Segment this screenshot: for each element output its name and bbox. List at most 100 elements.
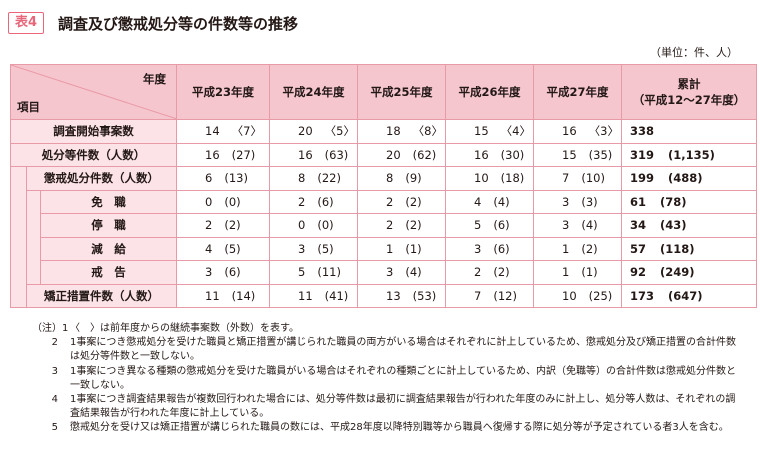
cell-persons: (30)	[500, 147, 525, 162]
column-header: 平成24年度	[269, 64, 359, 120]
cell-persons: (2)	[224, 218, 241, 233]
cell-count: 15	[474, 124, 489, 139]
cell-persons: (2)	[405, 218, 422, 233]
cell-persons: (5)	[317, 241, 334, 256]
title-bar: 表4 調査及び懲戒処分等の件数等の推移	[8, 10, 298, 36]
total-cell: 92 (249)	[621, 260, 758, 285]
row-label: 処分等件数（人数）	[9, 142, 178, 167]
data-cell: 5 (11)	[269, 260, 359, 285]
cell-count: 2	[205, 218, 213, 233]
cell-count: 18	[386, 124, 401, 139]
cell-persons: (62)	[412, 147, 437, 162]
data-cell: 20 〈5〉	[269, 119, 359, 144]
row-label: 停 職	[39, 213, 178, 238]
cell-count: 7	[562, 171, 570, 186]
total-count: 92	[630, 265, 647, 280]
data-cell: 8 (22)	[269, 166, 359, 191]
table-row: 減 給 4 (5) 3 (5) 1 (1) 3 (6) 1 (2) 57 (118)	[11, 236, 758, 261]
data-cell: 14 〈7〉	[176, 119, 271, 144]
cell-count: 2	[386, 218, 394, 233]
total-count: 173	[630, 288, 655, 303]
data-cell: 6 (13)	[176, 166, 271, 191]
data-cell: 16 〈3〉	[533, 119, 623, 144]
data-cell: 2 (6)	[269, 189, 359, 214]
total-header-line1: 累計	[677, 77, 701, 91]
cell-persons: (41)	[324, 288, 349, 303]
total-persons: (78)	[660, 194, 687, 209]
statistics-table: 年度 項目 平成23年度 平成24年度 平成25年度 平成26年度 平成27年度…	[9, 64, 758, 308]
column-header: 平成23年度	[176, 64, 271, 120]
table-row: 調査開始事案数 14 〈7〉 20 〈5〉 18 〈8〉 15 〈4〉 16 〈3〉 338	[9, 119, 758, 144]
note-number: 4	[51, 394, 58, 406]
cell-persons: 〈3〉	[588, 124, 619, 139]
header-corner-cell: 年度 項目	[9, 64, 178, 120]
cell-count: 8	[386, 171, 394, 186]
data-cell: 2 (2)	[357, 189, 447, 214]
cell-persons: (18)	[500, 171, 525, 186]
data-cell: 2 (2)	[445, 260, 535, 285]
data-cell: 1 (1)	[533, 260, 623, 285]
column-header: 平成26年度	[445, 64, 535, 120]
cell-persons: (27)	[231, 147, 256, 162]
data-cell: 2 (2)	[357, 213, 447, 238]
total-header-line2: （平成12〜27年度）	[632, 93, 746, 107]
row-label: 戒 告	[39, 260, 178, 285]
total-count: 338	[630, 124, 655, 139]
cell-count: 5	[474, 218, 482, 233]
cell-persons: (5)	[224, 241, 241, 256]
data-cell: 20 (62)	[357, 142, 447, 167]
row-label: 懲戒処分件数（人数）	[25, 166, 178, 191]
total-count: 61	[630, 194, 647, 209]
total-count: 57	[630, 241, 647, 256]
page-title: 調査及び懲戒処分等の件数等の推移	[58, 14, 299, 33]
column-header: 平成27年度	[533, 64, 623, 120]
cell-count: 1	[562, 265, 570, 280]
data-cell: 15 〈4〉	[445, 119, 535, 144]
cell-count: 8	[298, 171, 306, 186]
data-cell: 5 (6)	[445, 213, 535, 238]
column-header: 平成25年度	[357, 64, 447, 120]
cell-count: 11	[205, 288, 220, 303]
cell-persons: (9)	[405, 171, 422, 186]
cell-persons: (3)	[581, 194, 598, 209]
cell-count: 10	[562, 288, 577, 303]
note-text: 〈 〉は前年度からの継続事案数（外数）を表す。	[70, 323, 299, 334]
data-cell: 3 (5)	[269, 236, 359, 261]
total-count: 199	[630, 171, 655, 186]
data-cell: 16 (27)	[176, 142, 271, 167]
data-cell: 11 (41)	[269, 283, 359, 308]
notes-section: （注）1 〈 〉は前年度からの継続事案数（外数）を表す。 2 1事案につき懲戒処分を…	[32, 322, 744, 436]
note-item: 2 1事案につき懲戒処分を受けた職員と矯正措置が講じられた職員の両方がいる場合はそ…	[38, 336, 744, 364]
cell-count: 2	[386, 194, 394, 209]
cell-count: 1	[562, 241, 570, 256]
cell-count: 20	[298, 124, 313, 139]
table-row: 停 職 2 (2) 0 (0) 2 (2) 5 (6) 3 (4) 34 (43)	[11, 213, 758, 238]
data-cell: 1 (1)	[357, 236, 447, 261]
cell-persons: (10)	[581, 171, 605, 186]
total-cell: 173 (647)	[621, 283, 758, 308]
cell-count: 15	[562, 147, 577, 162]
note-text: 懲戒処分を受け又は矯正措置が講じられた職員の数には、平成28年度以降特別職等から…	[70, 422, 729, 434]
cell-persons: (12)	[493, 288, 517, 303]
cell-count: 16	[298, 147, 313, 162]
cell-count: 3	[205, 265, 213, 280]
total-persons: (118)	[660, 241, 695, 256]
total-cell: 338	[621, 119, 758, 144]
cell-persons: 〈4〉	[500, 124, 531, 139]
cell-count: 16	[474, 147, 489, 162]
table-header-row: 年度 項目 平成23年度 平成24年度 平成25年度 平成26年度 平成27年度…	[9, 64, 758, 120]
cell-count: 2	[298, 194, 306, 209]
cell-persons: (4)	[581, 218, 598, 233]
cell-persons: 〈5〉	[324, 124, 355, 139]
total-cell: 61 (78)	[621, 189, 758, 214]
table-row: 戒 告 3 (6) 5 (11) 3 (4) 2 (2) 1 (1) 92 (249)	[11, 260, 758, 285]
cell-count: 0	[205, 194, 213, 209]
note-item: 5 懲戒処分を受け又は矯正措置が講じられた職員の数には、平成28年度以降特別職等か…	[38, 421, 744, 435]
data-cell: 3 (6)	[176, 260, 271, 285]
total-persons: (249)	[660, 265, 695, 280]
cell-persons: 〈7〉	[231, 124, 262, 139]
row-label: 免 職	[39, 189, 178, 214]
cell-persons: (22)	[317, 171, 341, 186]
cell-persons: (11)	[317, 265, 341, 280]
note-number: （注）1	[32, 323, 69, 334]
